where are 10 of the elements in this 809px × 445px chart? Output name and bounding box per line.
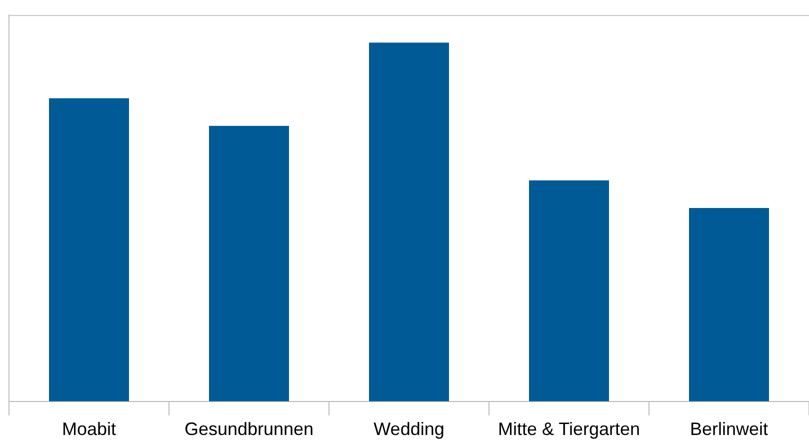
x-tick-label: Mitte & Tiergarten	[498, 419, 640, 440]
bar	[689, 208, 769, 402]
x-tick-label: Wedding	[374, 419, 444, 440]
bar	[529, 180, 609, 402]
bar	[49, 98, 129, 402]
x-tick-label: Moabit	[62, 419, 116, 440]
bar	[369, 42, 449, 402]
x-tick-label: Gesundbrunnen	[184, 419, 314, 440]
bar	[209, 126, 289, 402]
x-tick-label: Berlinweit	[690, 419, 768, 440]
